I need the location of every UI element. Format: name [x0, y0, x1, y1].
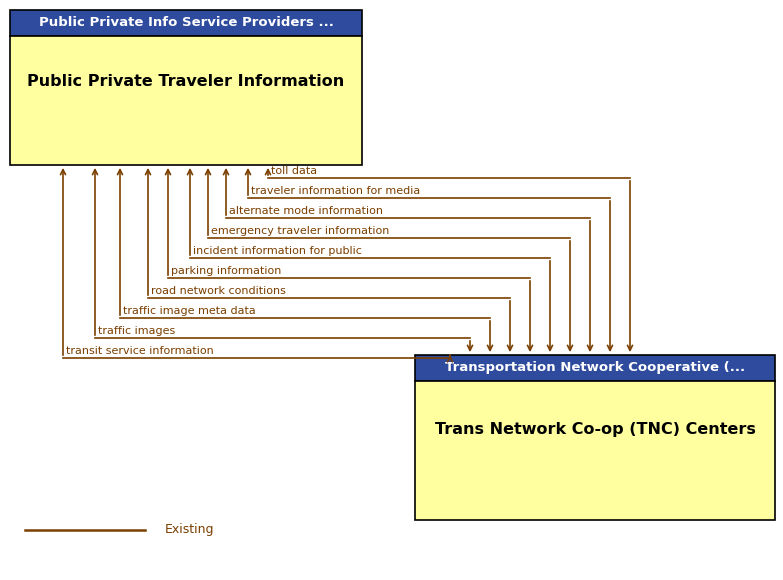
Text: Public Private Traveler Information: Public Private Traveler Information [27, 74, 345, 89]
Text: traffic image meta data: traffic image meta data [123, 306, 256, 316]
Text: parking information: parking information [171, 266, 281, 276]
Bar [10, 10, 362, 36]
Text: alternate mode information: alternate mode information [229, 206, 383, 216]
Text: traveler information for media: traveler information for media [251, 186, 420, 196]
Text: transit service information: transit service information [66, 346, 214, 356]
Text: emergency traveler information: emergency traveler information [211, 226, 389, 236]
Text: Trans Network Co-op (TNC) Centers: Trans Network Co-op (TNC) Centers [435, 422, 756, 437]
Text: Transportation Network Cooperative (...: Transportation Network Cooperative (... [445, 361, 745, 375]
Bar [415, 381, 775, 520]
Text: incident information for public: incident information for public [193, 246, 362, 256]
Text: traffic images: traffic images [98, 326, 175, 336]
Text: toll data: toll data [271, 166, 317, 176]
Bar [415, 355, 775, 381]
Text: Existing: Existing [165, 524, 215, 536]
Text: Public Private Info Service Providers ...: Public Private Info Service Providers ..… [38, 16, 334, 30]
Bar [10, 36, 362, 165]
Text: road network conditions: road network conditions [151, 286, 286, 296]
